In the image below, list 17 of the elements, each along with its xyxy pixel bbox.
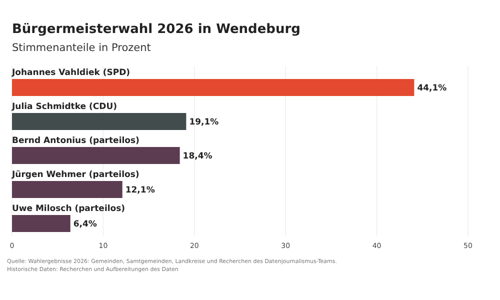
y-tick-label: Julia Schmidtke (CDU) xyxy=(11,102,118,112)
bar xyxy=(12,147,180,164)
bar xyxy=(12,181,122,198)
chart-subtitle: Stimmenanteile in Prozent xyxy=(12,42,151,54)
y-tick-label: Johannes Vahldiek (SPD) xyxy=(11,68,130,78)
data-label: 18,4% xyxy=(182,152,213,162)
chart-title: Bürgermeisterwahl 2026 in Wendeburg xyxy=(12,22,300,37)
y-tick-label: Uwe Milosch (parteilos) xyxy=(12,204,126,214)
bar xyxy=(12,215,70,232)
bar xyxy=(12,113,186,130)
y-tick-label: Jürgen Wehmer (parteilos) xyxy=(11,170,140,180)
data-label: 19,1% xyxy=(189,118,220,128)
data-label: 12,1% xyxy=(125,186,156,196)
data-label: 44,1% xyxy=(417,84,448,94)
y-tick-label: Bernd Antonius (parteilos) xyxy=(12,136,140,146)
bar xyxy=(12,79,414,96)
data-label: 6,4% xyxy=(73,220,98,230)
